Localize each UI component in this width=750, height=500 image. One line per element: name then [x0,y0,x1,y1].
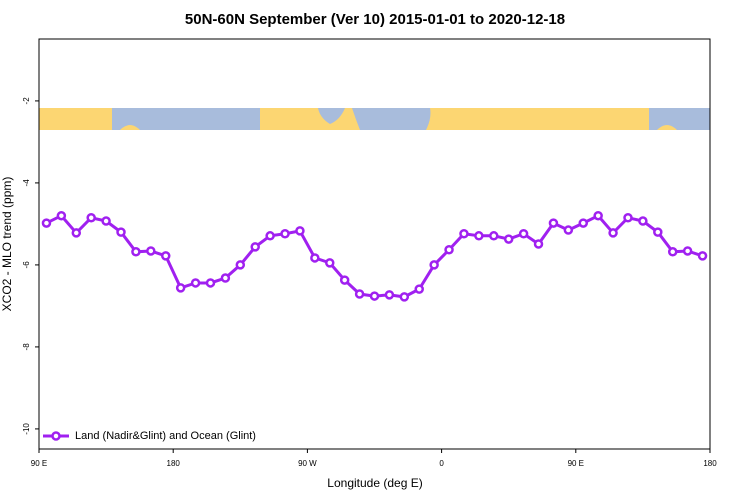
x-tick-label: 90 E [568,459,584,468]
point [146,246,156,256]
point [250,242,260,252]
x-tick-label: 90 W [298,459,317,468]
chart-title: 50N-60N September (Ver 10) 2015-01-01 to… [185,11,565,28]
x-tick-label: 180 [703,459,717,468]
point [429,260,439,270]
point [548,218,559,228]
point [101,216,111,226]
x-tick-label: 180 [167,459,181,468]
point [354,289,365,299]
point [399,292,410,302]
y-tick-label: -4 [22,179,31,187]
point [518,229,529,239]
point [56,210,67,221]
y-tick-label: -2 [22,97,31,105]
point [503,234,514,244]
legend-marker [51,431,61,441]
point [623,213,633,223]
point [697,251,708,261]
point [578,218,589,228]
point [444,244,454,255]
point [653,227,663,237]
point [325,258,335,268]
point [131,247,141,257]
point [474,231,484,241]
point [160,251,171,261]
point [190,278,201,288]
point [608,228,618,238]
x-axis-label: Longitude (deg E) [327,476,422,490]
point [667,247,678,257]
point [310,253,320,263]
point [295,226,305,236]
point [41,218,52,228]
x-tick-label: 90 E [31,459,47,468]
plot-frame [38,38,711,450]
x-tick-label: 0 [439,459,444,468]
point [533,239,544,249]
point [384,290,395,300]
y-tick-label: -8 [22,343,31,351]
ocean [352,108,431,130]
legend-label: Land (Nadir&Glint) and Ocean (Glint) [75,430,256,442]
point [265,231,275,241]
series-line [45,213,704,299]
point [71,228,82,238]
point [220,273,231,283]
point [339,275,350,285]
point [369,291,380,301]
map-band [39,108,710,130]
point [682,246,693,256]
ocean [649,108,710,130]
y-axis-label: XCO2 - MLO trend (ppm) [0,177,14,312]
point [175,283,186,293]
point [116,227,126,237]
y-tick-label: -10 [22,423,31,435]
point [638,216,648,226]
point [280,229,290,239]
point [205,278,216,288]
ocean [112,108,260,130]
point [414,284,424,294]
point [563,225,574,235]
y-tick-label: -6 [22,261,31,269]
point [459,229,469,239]
point [235,260,246,270]
ocean [318,108,345,124]
point [593,210,603,221]
point [489,231,499,241]
point [86,213,96,223]
